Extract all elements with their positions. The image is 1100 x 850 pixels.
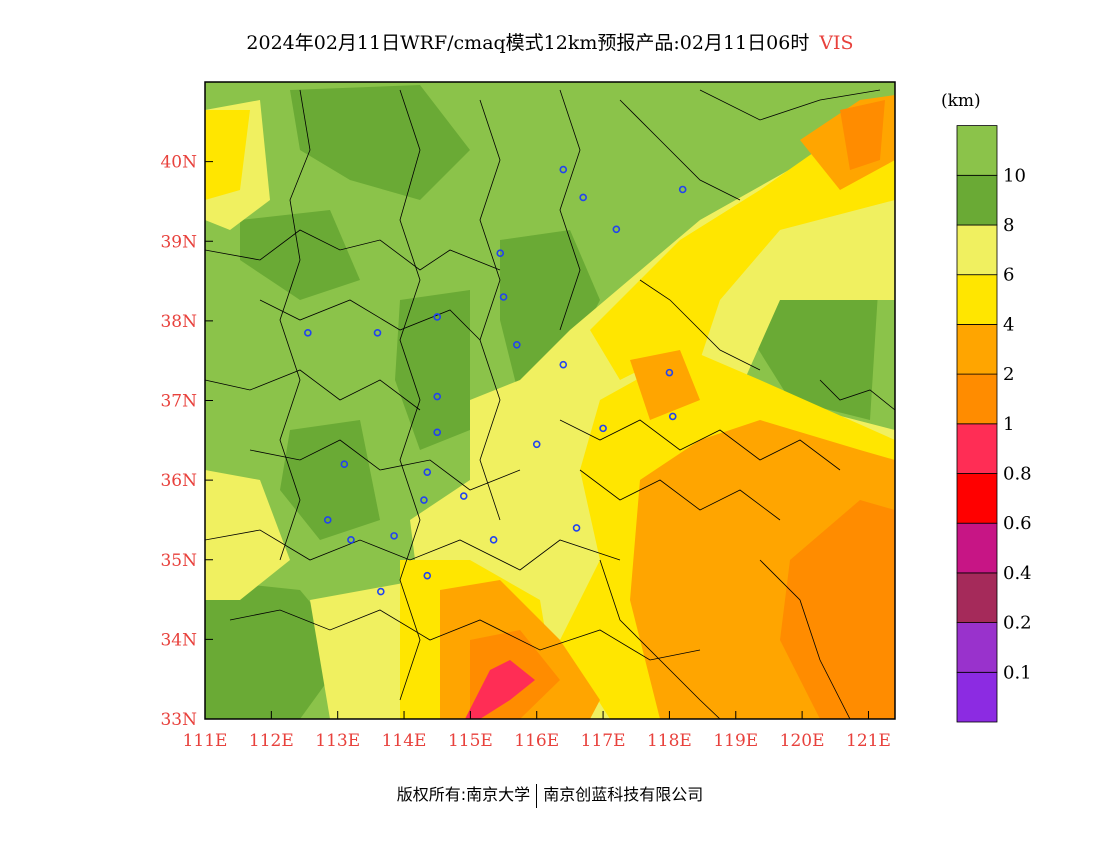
lon-tick-label: 112E [249, 731, 294, 751]
field-band-yellow [205, 110, 250, 200]
field-patch-dark-green [395, 290, 470, 450]
lon-tick-label: 117E [581, 731, 626, 751]
lat-tick-label: 36N [160, 471, 197, 491]
colorbar-label: 0.6 [1003, 513, 1032, 534]
station-marker [496, 249, 505, 257]
station-marker [304, 329, 312, 337]
colorbar-swatch [956, 174, 998, 226]
field-band-dark-orange [780, 500, 895, 719]
station-marker [489, 536, 498, 544]
colorbar-swatch [956, 622, 998, 673]
station-marker [433, 313, 442, 321]
colorbar-swatch [956, 224, 998, 276]
station-marker [423, 468, 432, 476]
station-marker [572, 524, 581, 532]
field-patch-dark-green [240, 210, 360, 300]
lat-tick-label: 33N [160, 710, 197, 730]
lat-tick-label: 35N [160, 551, 197, 571]
colorbar-label: 0.8 [1003, 464, 1032, 485]
field-band-orange [630, 350, 700, 420]
station-marker [373, 329, 382, 337]
copyright-footer: 版权所有:南京大学 南京创蓝科技有限公司 [0, 781, 1100, 808]
lon-tick-label: 115E [448, 731, 493, 751]
station-marker [423, 571, 432, 580]
station-marker [668, 412, 677, 421]
field-band-pale-yellow [205, 470, 290, 600]
lon-tick-label: 114E [382, 731, 427, 751]
station-marker [559, 360, 568, 369]
colorbar-swatch [956, 373, 998, 425]
map-title: 2024年02月11日WRF/cmaq模式12km预报产品:02月11日06时 V… [0, 28, 1100, 55]
title-text: 2024年02月11日WRF/cmaq模式12km预报产品:02月11日06时 [246, 32, 810, 54]
station-markers [304, 165, 687, 596]
colorbar-label: 10 [1003, 165, 1026, 186]
lat-tick-label: 40N [160, 153, 197, 173]
colorbar-swatch [956, 473, 998, 524]
lon-tick-label: 116E [514, 731, 559, 751]
footer-right: 南京创蓝科技有限公司 [543, 785, 704, 804]
station-marker [559, 165, 568, 174]
station-marker [665, 368, 674, 377]
field-patch-dark-green [290, 85, 470, 200]
station-marker [323, 516, 332, 524]
lon-tick-label: 113E [315, 731, 360, 751]
colorbar-label: 0.4 [1003, 563, 1032, 584]
lat-tick-label: 34N [160, 630, 197, 650]
field-band-pink [465, 660, 535, 719]
lat-tick-label: 39N [160, 232, 197, 252]
footer-left: 版权所有:南京大学 [396, 785, 531, 804]
station-marker [612, 225, 621, 234]
station-marker [433, 428, 442, 437]
axis-ticks: 111E 112E 113E 114E 115E 116E 117E 118E 119E 120E… [160, 153, 890, 751]
colorbar-swatch [956, 572, 998, 624]
colorbar-swatch [956, 323, 998, 375]
station-marker [678, 185, 687, 194]
field-band-dark-orange [840, 100, 885, 170]
station-marker [499, 293, 508, 301]
colorbar-label: 0.1 [1003, 662, 1032, 683]
colorbar-swatch [956, 125, 998, 176]
station-marker [579, 193, 587, 202]
lon-tick-label: 120E [780, 731, 825, 751]
colorbar-label: 4 [1003, 314, 1014, 335]
colorbar-label: 8 [1003, 215, 1014, 236]
field-patch-dark-green [500, 230, 600, 400]
colorbar-swatch [956, 671, 998, 723]
colorbar: 0.1 0.2 0.4 0.6 0.8 1 2 4 6 8 10 [956, 125, 1032, 723]
station-marker [420, 496, 428, 504]
colorbar-label: 0.2 [1003, 613, 1032, 634]
variable-name: VIS [819, 32, 854, 54]
legend-unit: (km) [941, 91, 981, 111]
field-band-yellow [590, 110, 895, 380]
colorbar-label: 2 [1003, 364, 1014, 385]
colorbar-swatch [956, 423, 998, 474]
colorbar-label: 6 [1003, 265, 1014, 286]
lon-tick-label: 121E [846, 731, 891, 751]
station-marker [347, 536, 355, 544]
footer-separator [536, 783, 538, 808]
lon-tick-label: 118E [647, 731, 692, 751]
station-marker [377, 587, 385, 596]
lon-tick-label: 111E [183, 731, 228, 751]
station-marker [513, 340, 521, 349]
lat-tick-label: 38N [160, 312, 197, 332]
colorbar-label: 1 [1003, 414, 1014, 435]
colorbar-swatch [956, 522, 998, 574]
station-marker [340, 460, 349, 469]
lon-tick-label: 119E [713, 731, 758, 751]
admin-boundaries [205, 89, 895, 719]
station-marker [459, 492, 468, 500]
colorbar-swatch [956, 274, 998, 325]
station-marker [599, 424, 607, 433]
station-marker [532, 440, 541, 449]
lat-tick-label: 37N [160, 392, 197, 412]
field-patch-dark-green [280, 420, 380, 540]
station-marker [390, 532, 398, 540]
station-marker [433, 392, 442, 401]
map-field [205, 82, 895, 719]
